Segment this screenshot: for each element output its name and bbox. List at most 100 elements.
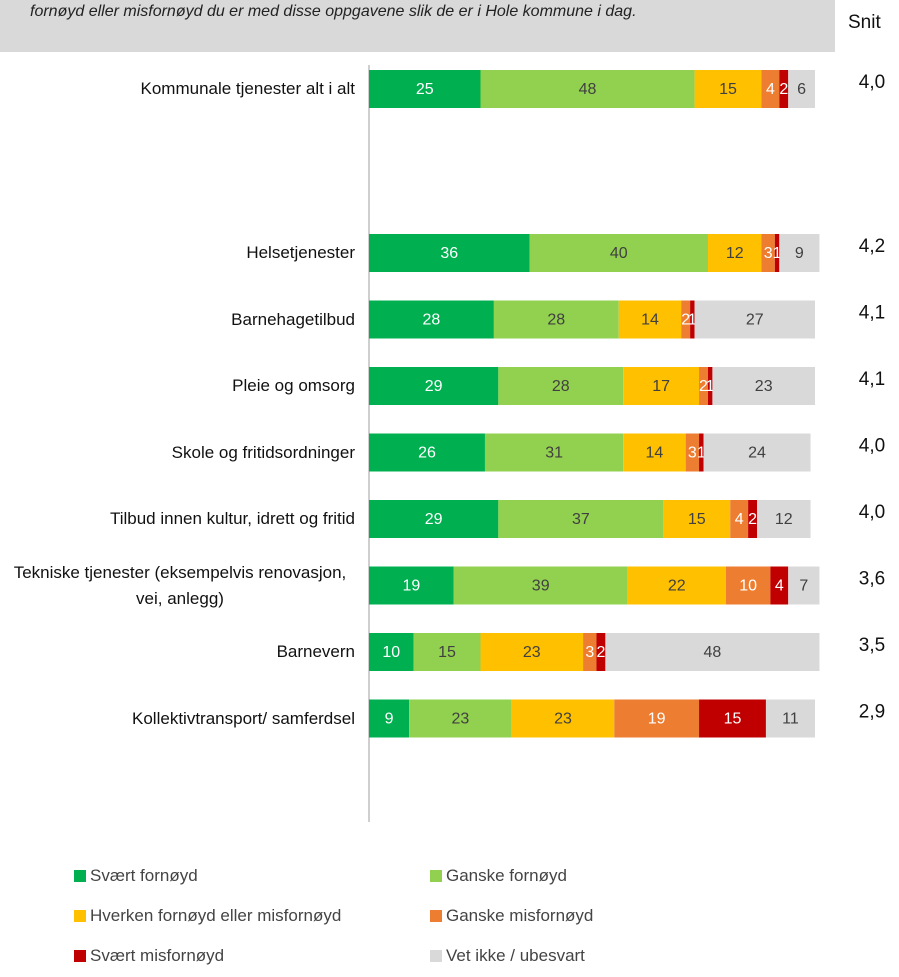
snit-value: 4,1 — [859, 303, 885, 324]
legend-swatch — [430, 870, 442, 882]
legend-label: Hverken fornøyd eller misfornøyd — [90, 906, 342, 925]
bar-segment — [699, 699, 766, 738]
legend-item: Ganske fornøyd — [430, 866, 567, 886]
bar-segment — [788, 566, 820, 605]
bar-segment — [685, 433, 700, 472]
bar-segment — [765, 699, 815, 738]
snit-value: 3,5 — [859, 635, 885, 656]
data-label: 31 — [545, 445, 563, 462]
bar-segment — [409, 699, 512, 738]
data-label: 39 — [532, 578, 550, 595]
category-label: Helsetjenester — [246, 243, 355, 262]
legend-swatch — [430, 950, 442, 962]
category-label: Tilbud innen kultur, idrett og fritid — [109, 509, 355, 528]
bar-segment — [369, 699, 410, 738]
bar-segment — [712, 367, 815, 405]
category-label: Kommunale tjenester alt i alt — [140, 79, 356, 98]
bar-segment — [707, 234, 762, 272]
bar-segment — [663, 500, 731, 538]
data-label: 9 — [795, 245, 804, 262]
data-label: 24 — [748, 445, 766, 462]
bar-segment — [484, 433, 624, 472]
bar-segment — [694, 300, 815, 339]
snit-value: 4,0 — [859, 502, 885, 523]
legend-swatch — [430, 910, 442, 922]
bar-segment — [779, 234, 820, 272]
bar-segment — [596, 633, 606, 671]
data-label: 28 — [423, 312, 441, 329]
data-label: 3 — [764, 245, 773, 262]
bar-segment — [707, 367, 713, 405]
bar-segment — [498, 500, 664, 538]
snit-value: 3,6 — [859, 569, 885, 590]
bar-segment — [369, 633, 414, 671]
data-label: 3 — [585, 644, 594, 661]
category-label: Barnehagetilbud — [231, 309, 355, 329]
legend-label: Ganske misfornøyd — [446, 906, 594, 925]
legend-item: Hverken fornøyd eller misfornøyd — [74, 906, 341, 926]
bar-segment — [623, 433, 686, 472]
snit-value: 4,1 — [859, 369, 885, 390]
bar-segment — [779, 70, 789, 108]
data-label: 4 — [775, 578, 784, 595]
data-label: 17 — [652, 378, 670, 395]
data-label: 25 — [416, 81, 434, 98]
legend-swatch — [74, 950, 86, 962]
legend-swatch — [74, 910, 86, 922]
bar-segment — [761, 234, 775, 272]
bar-segment — [511, 699, 615, 738]
bar-segment — [699, 433, 704, 472]
snit-value: 2,9 — [859, 702, 885, 723]
snit-value: 4,0 — [859, 72, 885, 93]
bar-segment — [369, 566, 454, 605]
data-label: 14 — [641, 312, 659, 329]
data-label: 23 — [554, 711, 572, 728]
legend-swatch — [74, 870, 86, 882]
legend-item: Svært fornøyd — [74, 866, 198, 886]
bar-segment — [583, 633, 597, 671]
data-label: 19 — [648, 711, 666, 728]
data-label: 14 — [646, 445, 664, 462]
bar-segment — [694, 70, 762, 108]
bar-segment — [774, 234, 780, 272]
bar-segment — [730, 500, 749, 538]
bar-segment — [690, 300, 695, 339]
bar-segment — [614, 699, 700, 738]
legend-label: Svært fornøyd — [90, 866, 198, 885]
snit-value: 4,0 — [859, 436, 885, 457]
data-label: 6 — [797, 81, 806, 98]
data-label: 29 — [425, 378, 443, 395]
title-text: fornøyd eller misfornøyd du er med disse… — [30, 3, 637, 20]
data-label: 2 — [596, 644, 605, 661]
bar-segment — [761, 70, 780, 108]
bar-segment — [770, 566, 789, 605]
chart-title: fornøyd eller misfornøyd du er med disse… — [0, 0, 835, 52]
data-label: 15 — [719, 81, 737, 98]
data-label: 2 — [748, 511, 757, 528]
data-label: 10 — [382, 644, 400, 661]
bar-segment — [369, 433, 485, 472]
data-label: 1 — [706, 378, 715, 395]
data-label: 1 — [697, 445, 706, 462]
bar-segment — [369, 234, 530, 272]
bar-segment — [369, 70, 481, 108]
data-label: 1 — [773, 245, 782, 262]
legend-label: Vet ikke / ubesvart — [446, 946, 585, 965]
data-label: 37 — [572, 511, 590, 528]
bar-segment — [623, 367, 700, 405]
data-label: 15 — [724, 711, 742, 728]
bar-segment — [703, 433, 811, 472]
bar-segment — [493, 300, 619, 339]
bar-segment — [453, 566, 628, 605]
data-label: 19 — [402, 578, 420, 595]
bar-segment — [618, 300, 682, 339]
snit-value: 4,2 — [859, 236, 885, 257]
legend-item: Vet ikke / ubesvart — [430, 946, 585, 966]
data-label: 9 — [385, 711, 394, 728]
bar-segment — [498, 367, 624, 405]
legend-label: Ganske fornøyd — [446, 866, 567, 885]
data-label: 48 — [704, 644, 722, 661]
data-label: 40 — [610, 245, 628, 262]
bar-segment — [369, 300, 494, 339]
bar-segment — [699, 367, 708, 405]
